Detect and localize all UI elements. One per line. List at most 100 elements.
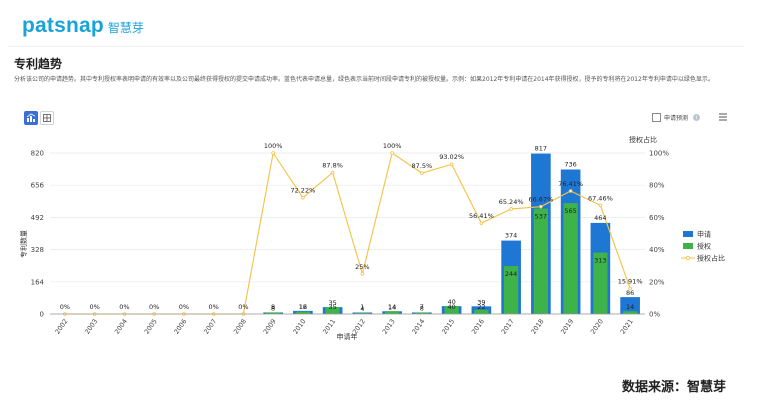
rate-point xyxy=(360,271,365,276)
x-tick-label: 2021 xyxy=(619,318,635,336)
legend-swatch-granted xyxy=(683,243,693,249)
settings-menu-icon[interactable] xyxy=(718,112,728,122)
rate-data-label: 0% xyxy=(89,303,99,311)
x-tick-label: 2008 xyxy=(232,318,248,336)
rate-point xyxy=(598,203,603,208)
rate-data-label: 66.67% xyxy=(528,196,553,204)
rate-point xyxy=(449,162,454,167)
granted-data-label: 565 xyxy=(564,207,576,215)
x-tick-label: 2015 xyxy=(440,318,456,336)
y2-tick-label: 0% xyxy=(649,311,660,319)
bar-granted xyxy=(474,309,489,314)
applied-data-label: 4 xyxy=(360,305,364,313)
rate-data-label: 93.02% xyxy=(439,153,464,161)
granted-data-label: 35 xyxy=(328,303,336,311)
bar-granted xyxy=(265,312,281,314)
rate-data-label: 0% xyxy=(149,303,159,311)
granted-data-label: 313 xyxy=(594,257,606,265)
rate-data-label: 0% xyxy=(179,303,189,311)
x-tick-label: 2019 xyxy=(559,318,575,336)
x-tick-label: 2017 xyxy=(500,318,516,336)
granted-data-label: 22 xyxy=(477,303,485,311)
rate-data-label: 25% xyxy=(355,263,369,271)
x-tick-label: 2011 xyxy=(321,318,337,336)
bar-granted xyxy=(444,306,459,314)
rate-point xyxy=(420,171,424,175)
y2-tick-label: 20% xyxy=(649,278,665,286)
rate-data-label: 65.24% xyxy=(499,198,524,206)
info-icon[interactable]: i xyxy=(693,114,701,121)
granted-data-label: 14 xyxy=(626,303,634,311)
section-description: 分析该公司的申请趋势。其中专利授权率表明申请的有效率以及公司最终获得授权的提交申… xyxy=(14,76,714,83)
applied-data-label: 40 xyxy=(447,298,455,306)
x-tick-label: 2005 xyxy=(143,318,159,336)
legend-swatch-applied xyxy=(683,231,693,237)
applied-data-label: 8 xyxy=(420,304,424,312)
x-tick-label: 2013 xyxy=(381,318,397,336)
x-tick-label: 2003 xyxy=(83,318,99,336)
x-tick-label: 2020 xyxy=(589,318,605,336)
rate-data-label: 56.41% xyxy=(469,212,494,220)
rate-data-label: 0% xyxy=(238,303,248,311)
bar-granted xyxy=(593,252,608,314)
logo-cn-text: 智慧芽 xyxy=(107,21,144,35)
forecast-label: 申请预测 xyxy=(664,115,689,122)
legend-label-granted: 授权 xyxy=(697,242,711,251)
applied-data-label: 39 xyxy=(477,298,485,306)
granted-data-label: 537 xyxy=(535,213,547,221)
y-axis-label: 专利数量 xyxy=(19,230,28,258)
x-tick-label: 2007 xyxy=(202,318,218,336)
granted-data-label: 1 xyxy=(360,303,364,311)
rate-point xyxy=(479,221,484,225)
applied-data-label: 35 xyxy=(328,299,336,307)
patsnap-logo: patsnap 智慧芽 xyxy=(22,14,144,38)
rate-data-label: 15.91% xyxy=(618,277,643,285)
x-tick-label: 2009 xyxy=(262,318,278,336)
bar-line-chart-icon xyxy=(26,113,36,122)
y2-axis-label: 授权占比 xyxy=(629,135,657,144)
data-source-watermark: 数据来源：智慧芽 xyxy=(622,380,727,395)
rate-point xyxy=(390,151,394,155)
forecast-toggle[interactable]: 申请预测 i xyxy=(652,113,701,122)
bar-granted xyxy=(563,203,578,314)
rate-data-label: 87.5% xyxy=(412,162,433,170)
rate-point xyxy=(330,170,335,175)
section-title: 专利趋势 xyxy=(14,57,63,71)
granted-data-label: 244 xyxy=(505,270,517,278)
y2-tick-label: 40% xyxy=(649,246,665,254)
rate-point xyxy=(509,207,513,211)
rate-point xyxy=(568,189,573,193)
y-tick-label: 0 xyxy=(40,311,44,319)
bar-granted xyxy=(533,208,549,314)
bar-applied xyxy=(620,297,640,314)
granted-data-label: 40 xyxy=(447,303,455,311)
rate-data-label: 72.22% xyxy=(290,187,315,195)
table-view-button[interactable] xyxy=(40,111,54,125)
granted-data-label: 8 xyxy=(271,303,275,311)
bar-granted xyxy=(414,312,430,314)
y2-tick-label: 60% xyxy=(649,214,665,222)
x-tick-label: 2018 xyxy=(529,318,545,336)
bar-granted xyxy=(325,307,340,314)
applied-data-label: 464 xyxy=(594,214,606,222)
rate-data-label: 87.8% xyxy=(322,162,343,170)
y-tick-label: 656 xyxy=(31,182,45,190)
legend-label-applied: 申请 xyxy=(697,230,711,239)
rate-data-label: 67.46% xyxy=(588,194,613,202)
applied-data-label: 86 xyxy=(626,289,634,297)
rate-point xyxy=(301,195,305,200)
chart-view-button[interactable] xyxy=(24,111,38,125)
applied-data-label: 736 xyxy=(564,160,576,168)
legend-marker-rate xyxy=(686,255,691,260)
forecast-checkbox[interactable] xyxy=(652,113,661,122)
legend-label-rate: 授权占比 xyxy=(697,254,725,263)
bar-granted xyxy=(355,313,370,314)
x-axis-label: 申请年 xyxy=(337,332,358,341)
y2-tick-label: 80% xyxy=(649,182,665,190)
rate-point xyxy=(628,286,632,291)
applied-data-label: 16 xyxy=(299,303,307,311)
bar-granted xyxy=(295,311,311,314)
x-tick-label: 2006 xyxy=(172,318,188,336)
bar-granted xyxy=(503,266,519,314)
rate-data-label: 0% xyxy=(60,303,70,311)
